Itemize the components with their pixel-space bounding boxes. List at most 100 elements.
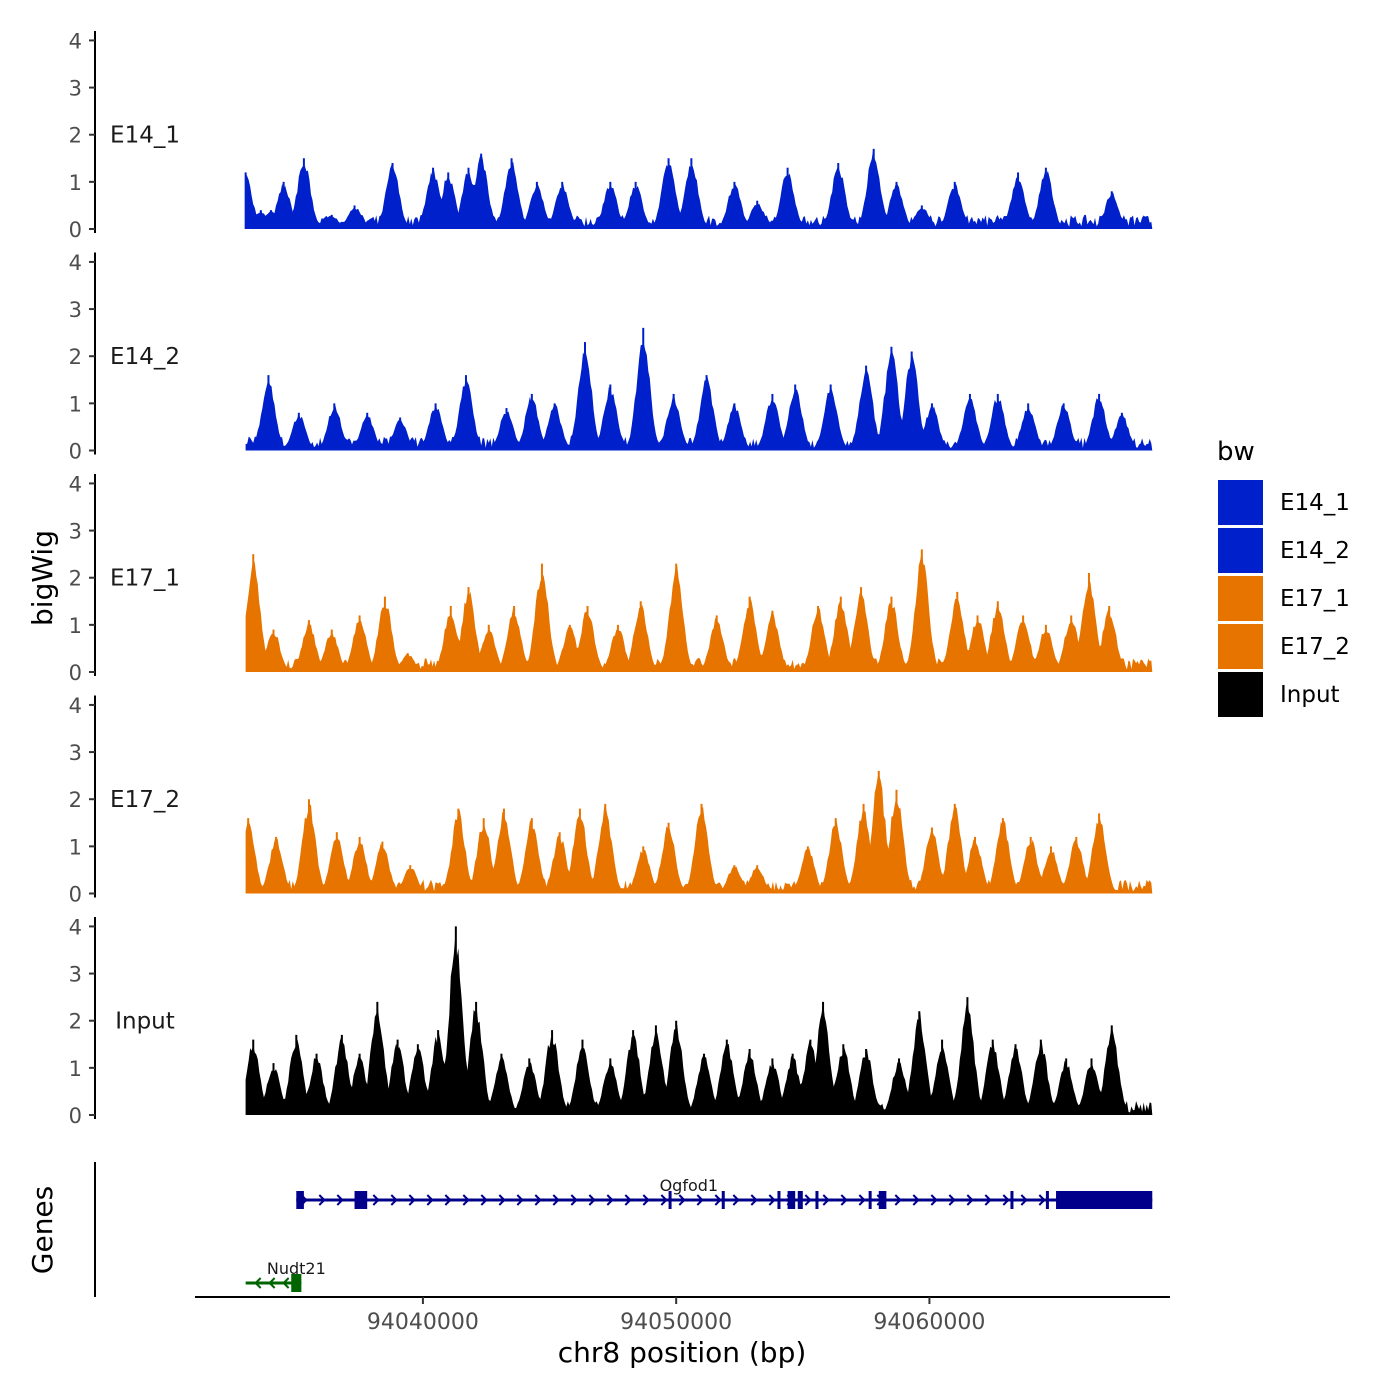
strand-arrow — [408, 1194, 416, 1206]
signal-area-input — [245, 935, 1153, 1115]
strand-arrow — [1038, 1194, 1046, 1206]
y-tick-label: 4 — [69, 694, 82, 718]
genes-axis-title: Genes — [26, 1186, 59, 1274]
y-tick-label: 4 — [69, 915, 82, 939]
strand-arrow — [534, 1194, 542, 1206]
exon — [1056, 1191, 1153, 1209]
legend-label-e14-1: E14_1 — [1280, 490, 1350, 516]
y-tick-label: 0 — [69, 1104, 82, 1128]
strand-arrow — [254, 1277, 262, 1289]
strand-arrow — [426, 1194, 434, 1206]
legend: bw E14_1 E14_2 E17_1 E17_2 Input — [1217, 437, 1350, 717]
y-tick-label: 1 — [69, 614, 82, 638]
strand-arrow — [858, 1194, 866, 1206]
strand-arrow — [804, 1194, 812, 1206]
strand-arrow — [268, 1277, 276, 1289]
x-tick-label: 94060000 — [873, 1310, 985, 1335]
y-tick-label: 4 — [69, 251, 82, 275]
strand-arrow — [336, 1194, 344, 1206]
track-label: E17_1 — [110, 566, 180, 592]
y-axis-title: bigWig — [26, 530, 59, 626]
x-axis-title: chr8 position (bp) — [558, 1336, 807, 1369]
strand-arrow — [498, 1194, 506, 1206]
strand-arrow — [984, 1194, 992, 1206]
strand-arrow — [606, 1194, 614, 1206]
signal-area-e14-2 — [245, 343, 1153, 451]
legend-swatch-e17-2 — [1218, 624, 1263, 669]
x-tick-label: 94040000 — [367, 1310, 479, 1335]
y-tick-label: 2 — [69, 567, 82, 591]
strand-arrow — [516, 1194, 524, 1206]
exon — [668, 1191, 672, 1209]
y-tick-label: 1 — [69, 835, 82, 859]
gene-label: Nudt21 — [267, 1259, 326, 1278]
y-tick-label: 3 — [69, 741, 82, 765]
strand-arrow — [750, 1194, 758, 1206]
y-tick-label: 0 — [69, 440, 82, 464]
y-tick-label: 4 — [69, 472, 82, 496]
strand-arrow — [948, 1194, 956, 1206]
exon — [815, 1191, 819, 1209]
strand-arrow — [966, 1194, 974, 1206]
strand-arrow — [318, 1194, 326, 1206]
strand-arrow — [570, 1194, 578, 1206]
y-tick-label: 2 — [69, 788, 82, 812]
y-tick-label: 3 — [69, 77, 82, 101]
y-tick-label: 3 — [69, 963, 82, 987]
track-label: Input — [115, 1009, 175, 1035]
y-tick-label: 1 — [69, 171, 82, 195]
panel-e17-1: 0 1 2 3 4 E17_1 — [69, 472, 1153, 685]
exon — [354, 1191, 368, 1209]
y-tick-label: 2 — [69, 1010, 82, 1034]
strand-arrow — [372, 1194, 380, 1206]
exon — [868, 1191, 872, 1209]
strand-arrow — [1002, 1194, 1010, 1206]
strand-arrow — [282, 1277, 290, 1289]
y-tick-label: 1 — [69, 392, 82, 416]
strand-arrow — [552, 1194, 560, 1206]
exon — [878, 1191, 887, 1209]
exon — [777, 1191, 781, 1209]
legend-label-e17-1: E17_1 — [1280, 586, 1350, 612]
strand-arrow — [714, 1194, 722, 1206]
strand-arrow — [678, 1194, 686, 1206]
exon — [721, 1191, 725, 1209]
panel-e14-1: 0 1 2 3 4 E14_1 — [69, 29, 1153, 242]
gene-track: Ogfod1 Nudt21 — [245, 1176, 1153, 1292]
gene-ogfod1: Ogfod1 — [296, 1176, 1153, 1209]
y-tick-label: 3 — [69, 520, 82, 544]
legend-label-e17-2: E17_2 — [1280, 634, 1350, 660]
bigwig-panels: 0 1 2 3 4 E14_1 0 1 2 3 4 E14_2 0 1 2 3 4 E17_1 0 1 2 3 4 E17_2… — [69, 29, 1153, 1128]
strand-arrow — [390, 1194, 398, 1206]
strand-arrow — [840, 1194, 848, 1206]
strand-arrow — [768, 1194, 776, 1206]
legend-label-input: Input — [1280, 682, 1340, 708]
exon — [1010, 1191, 1014, 1209]
signal-area-e14-1 — [245, 149, 1153, 229]
legend-swatch-input — [1218, 672, 1263, 717]
y-tick-label: 0 — [69, 218, 82, 242]
y-tick-label: 2 — [69, 345, 82, 369]
exon — [1045, 1191, 1049, 1209]
exon — [296, 1191, 304, 1209]
y-tick-label: 4 — [69, 29, 82, 53]
x-axis: 94040000 94050000 94060000 — [195, 1296, 1170, 1335]
gene-nudt21: Nudt21 — [245, 1259, 326, 1292]
y-tick-label: 3 — [69, 298, 82, 322]
strand-arrow — [624, 1194, 632, 1206]
legend-title: bw — [1217, 437, 1255, 467]
strand-arrow — [732, 1194, 740, 1206]
strand-arrow — [462, 1194, 470, 1206]
exon — [797, 1191, 803, 1209]
strand-arrow — [894, 1194, 902, 1206]
legend-swatch-e17-1 — [1218, 576, 1263, 621]
panel-e14-2: 0 1 2 3 4 E14_2 — [69, 251, 1153, 464]
x-tick-label: 94050000 — [620, 1310, 732, 1335]
legend-swatch-e14-1 — [1218, 480, 1263, 525]
track-label: E14_2 — [110, 344, 180, 370]
legend-swatch-e14-2 — [1218, 528, 1263, 573]
strand-arrow — [480, 1194, 488, 1206]
strand-arrow — [660, 1194, 668, 1206]
strand-arrow — [930, 1194, 938, 1206]
strand-arrow — [1020, 1194, 1028, 1206]
